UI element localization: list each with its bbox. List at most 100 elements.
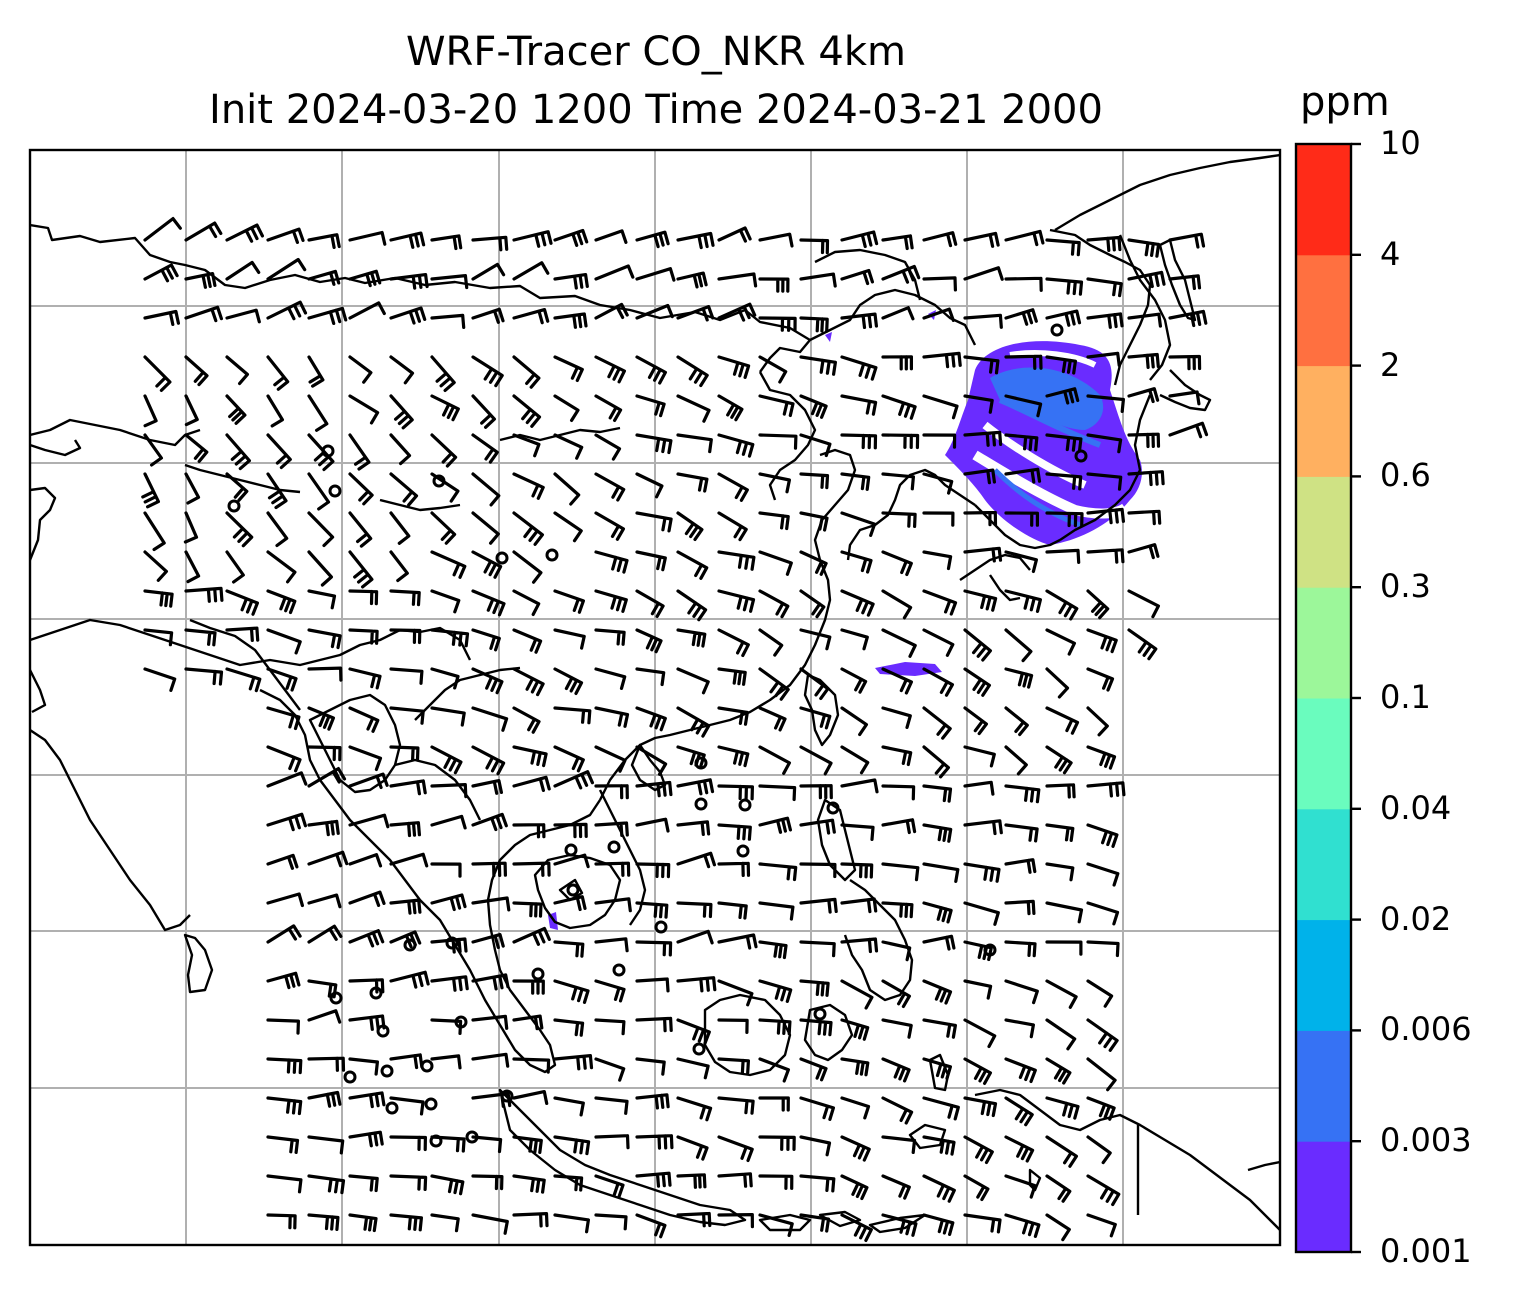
wind-barb [922, 351, 962, 369]
wind-barb [553, 667, 584, 695]
wind-barb [348, 813, 390, 829]
wind-barb [1004, 1174, 1037, 1199]
wind-barb [512, 901, 543, 918]
wind-barb [143, 355, 172, 392]
wind-barb [512, 823, 546, 839]
colorbar-segment [1296, 808, 1351, 921]
colorbar-segment [1296, 144, 1351, 256]
wind-barb [553, 1096, 585, 1117]
wind-barb [512, 1057, 551, 1074]
wind-barb [1045, 823, 1075, 842]
wind-barb [266, 771, 308, 788]
wind-barb [922, 1135, 956, 1156]
wind-barb [1004, 229, 1045, 247]
wind-barb [758, 1174, 794, 1190]
wind-barb [717, 861, 751, 877]
wind-barb [553, 228, 589, 247]
wind-barb [676, 394, 711, 423]
wind-barb [1086, 781, 1126, 798]
wind-barb [594, 1096, 629, 1115]
wind-barb [1086, 277, 1123, 298]
wind-barb [1045, 979, 1078, 1009]
wind-barb [348, 745, 383, 772]
wind-barb [676, 1173, 707, 1189]
wind-barb [840, 667, 868, 694]
wind-barb [799, 818, 836, 835]
wind-barb [922, 934, 956, 951]
wind-barb [1045, 355, 1077, 375]
wind-barb [758, 1213, 794, 1237]
wind-barb [225, 260, 261, 281]
wind-barb [225, 626, 260, 642]
wind-barb [1045, 667, 1070, 699]
wind-barb [307, 589, 337, 610]
wind-barb [143, 550, 168, 582]
wind-barb [1086, 548, 1125, 564]
wind-barb [922, 745, 950, 779]
wind-barb [717, 589, 756, 613]
wind-barb [471, 745, 506, 776]
wind-barb [1045, 309, 1082, 327]
wind-barb [717, 433, 755, 458]
wind-barb [717, 550, 756, 571]
wind-barb [471, 511, 500, 545]
wind-barb [799, 862, 837, 879]
wind-barb [799, 1018, 833, 1037]
colorbar-segment [1296, 919, 1351, 1031]
wind-barb [676, 472, 709, 493]
wind-barb [389, 1096, 425, 1116]
wind-barb [430, 667, 460, 690]
wind-barb [1045, 745, 1073, 775]
wind-barb [348, 1174, 379, 1193]
wind-barb [799, 940, 836, 958]
wind-barb [184, 272, 217, 289]
wind-barb [840, 823, 875, 841]
wind-barb [840, 312, 878, 329]
wind-barb [922, 589, 958, 616]
wind-barb [430, 937, 468, 954]
wind-barb [799, 1174, 836, 1193]
wind-barb [471, 667, 504, 695]
wind-barb [1045, 783, 1076, 799]
wind-barb [840, 706, 868, 737]
wind-barb [184, 550, 201, 584]
wind-barb [512, 261, 550, 281]
colorbar-unit: ppm [1300, 79, 1390, 125]
wind-barb [471, 262, 506, 281]
wind-barb [430, 355, 456, 392]
wind-barb [1086, 706, 1109, 737]
wind-barb [1086, 901, 1120, 926]
wind-barb [266, 1057, 303, 1075]
wind-barb [1004, 745, 1028, 776]
wind-barb [389, 550, 409, 583]
wind-barb [266, 1135, 300, 1154]
wind-barb [840, 1135, 871, 1162]
wind-barb [307, 306, 348, 325]
wind-barb [676, 305, 715, 322]
wind-barb [635, 472, 664, 499]
wind-barb [1045, 589, 1079, 621]
wind-barb [307, 1135, 345, 1155]
wind-barb [881, 355, 913, 371]
wind-barb [553, 895, 587, 912]
wind-barb [594, 979, 626, 1003]
wind-barb [881, 433, 920, 450]
colorbar-tick-label: 4 [1380, 234, 1401, 273]
wind-barb [225, 355, 249, 386]
wind-barb [471, 973, 510, 991]
wind-barb [389, 970, 430, 989]
wind-barb [307, 550, 333, 587]
wind-barb [635, 1093, 670, 1110]
wind-barb [881, 234, 914, 251]
wind-barb [553, 312, 588, 329]
wind-barb [881, 550, 913, 577]
wind-barb [881, 901, 914, 919]
wind-barb [963, 1135, 994, 1165]
wind-barb [471, 235, 509, 252]
wind-barb [840, 550, 873, 574]
wind-barb [594, 628, 626, 646]
wind-barb [1004, 667, 1034, 689]
wind-barb [512, 1212, 549, 1228]
wind-barb [758, 316, 797, 332]
wind-barb [594, 264, 635, 281]
